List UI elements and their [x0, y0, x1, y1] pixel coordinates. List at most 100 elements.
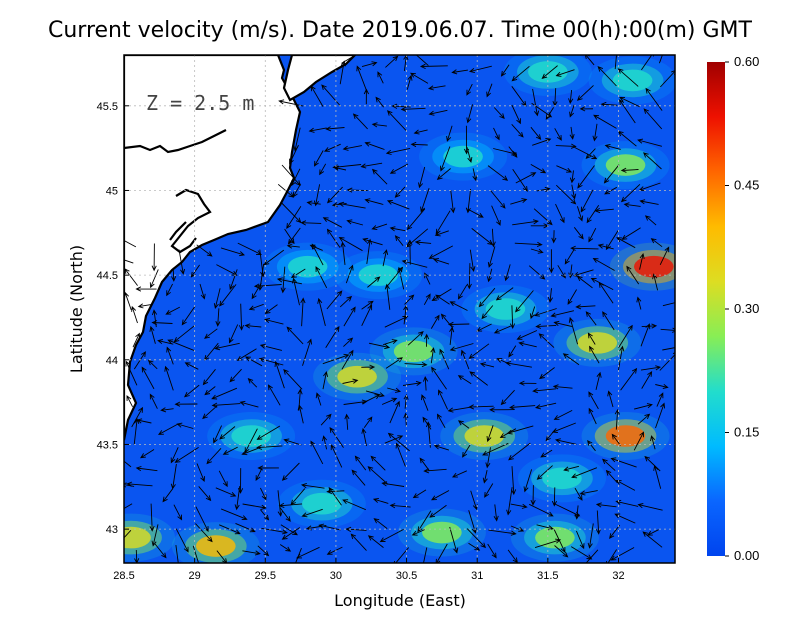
velocity-arrow	[605, 469, 618, 484]
velocity-arrow	[541, 65, 558, 79]
x-tick-label: 29.5	[255, 570, 276, 582]
velocity-arrow	[462, 444, 471, 458]
velocity-arrow	[173, 324, 196, 343]
velocity-arrow	[401, 259, 428, 268]
velocity-arrow	[166, 346, 174, 365]
velocity-arrow	[321, 84, 341, 107]
plot-area	[124, 55, 675, 563]
velocity-arrow	[466, 263, 472, 290]
colorbar: 0.00 0.15 0.30 0.45 0.60	[707, 54, 759, 563]
velocity-arrow	[235, 522, 256, 533]
velocity-arrow	[387, 432, 410, 452]
velocity-arrow	[574, 505, 580, 520]
velocity-arrow	[306, 200, 321, 206]
velocity-arrow	[553, 320, 573, 327]
velocity-arrow	[548, 249, 554, 274]
velocity-arrow	[597, 66, 617, 87]
colorbar-tick-label: 0.30	[734, 301, 759, 316]
velocity-arrow	[135, 286, 157, 292]
velocity-arrow	[650, 238, 663, 248]
velocity-arrow	[297, 404, 304, 424]
velocity-arrow	[234, 486, 241, 511]
velocity-arrow	[587, 439, 596, 452]
velocity-arrow	[196, 463, 205, 483]
velocity-arrow	[308, 127, 327, 133]
velocity-arrow	[576, 85, 594, 101]
velocity-arrow	[229, 269, 238, 291]
velocity-arrow	[286, 326, 304, 345]
velocity-arrow	[362, 237, 383, 246]
velocity-arrow	[645, 87, 663, 111]
velocity-arrow	[468, 404, 494, 410]
velocity-arrow	[278, 502, 303, 509]
velocity-arrow	[590, 278, 614, 291]
velocity-arrow	[340, 241, 346, 265]
velocity-arrow	[641, 55, 655, 71]
colorbar-tick-label: 0.00	[734, 548, 759, 563]
velocity-arrow	[124, 259, 134, 264]
colorbar-tick-label: 0.15	[734, 425, 759, 440]
velocity-arrow	[508, 146, 518, 158]
velocity-arrow	[429, 504, 447, 518]
colorbar-ticks: 0.00 0.15 0.30 0.45 0.60	[725, 54, 759, 563]
velocity-arrow	[530, 485, 536, 506]
velocity-arrow	[489, 407, 515, 413]
velocity-arrow	[534, 402, 557, 410]
velocity-arrow	[342, 378, 359, 384]
velocity-arrow	[487, 165, 509, 181]
velocity-arrow	[642, 531, 663, 548]
velocity-arrow	[468, 542, 481, 551]
velocity-arrow	[508, 442, 531, 461]
velocity-arrow	[505, 361, 532, 368]
velocity-arrow	[406, 208, 426, 231]
velocity-arrow	[495, 287, 514, 301]
velocity-arrow	[361, 427, 367, 447]
velocity-arrow	[504, 264, 511, 282]
velocity-arrow	[218, 470, 228, 488]
velocity-arrow	[571, 184, 577, 200]
velocity-arrow	[512, 168, 528, 192]
velocity-arrow	[289, 144, 299, 165]
velocity-arrow	[167, 339, 195, 351]
velocity-arrow	[126, 395, 133, 408]
velocity-arrow	[256, 425, 281, 440]
velocity-arrow	[660, 327, 675, 333]
velocity-arrow	[644, 455, 661, 472]
velocity-arrow	[617, 345, 625, 371]
velocity-arrow	[322, 353, 350, 365]
velocity-arrow	[447, 321, 470, 328]
velocity-arrow	[176, 422, 194, 429]
velocity-arrow	[281, 527, 301, 540]
velocity-arrow	[551, 422, 576, 433]
velocity-arrow	[529, 503, 554, 517]
velocity-arrow	[616, 237, 636, 249]
velocity-arrow	[602, 311, 615, 331]
velocity-arrow	[345, 264, 354, 284]
velocity-arrow	[389, 226, 406, 232]
velocity-arrow	[124, 291, 132, 311]
velocity-arrow	[451, 470, 467, 478]
velocity-arrow	[589, 345, 600, 364]
velocity-arrow	[198, 486, 212, 502]
velocity-arrow	[131, 406, 144, 428]
velocity-arrow	[614, 408, 620, 430]
velocity-arrow	[279, 507, 291, 522]
velocity-arrow	[338, 236, 363, 252]
velocity-arrow	[322, 217, 343, 228]
velocity-arrow	[593, 114, 617, 129]
velocity-arrow	[587, 332, 596, 345]
velocity-arrow	[450, 189, 456, 214]
velocity-arrow	[317, 297, 326, 327]
velocity-arrow	[241, 446, 262, 456]
velocity-arrow	[373, 518, 388, 529]
velocity-arrow	[569, 170, 575, 184]
speed-hotspot	[634, 255, 674, 278]
velocity-arrow	[328, 486, 342, 506]
x-axis-ticks: 28.5 29 29.5 30 30.5 31 31.5 32	[113, 558, 625, 582]
velocity-arrow	[174, 401, 198, 407]
velocity-arrow	[580, 189, 594, 213]
velocity-arrow	[278, 99, 304, 107]
velocity-arrow	[253, 283, 282, 289]
velocity-arrow	[216, 264, 238, 276]
velocity-arrow	[211, 402, 241, 408]
